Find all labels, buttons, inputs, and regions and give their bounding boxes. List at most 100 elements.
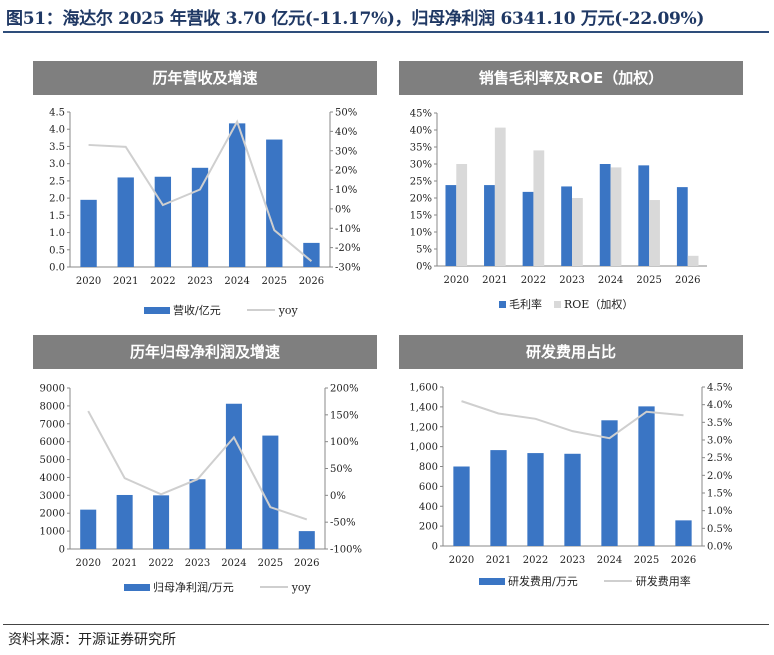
y-tick-label: 45% — [410, 109, 432, 120]
x-tick-label: 2020 — [76, 276, 101, 287]
x-tick-label: 2023 — [185, 558, 210, 569]
y-tick-label: 200 — [419, 522, 438, 533]
y-tick-label: 35% — [410, 143, 432, 154]
y2-tick-label: 30% — [335, 146, 357, 157]
y2-tick-label: 2.0% — [707, 471, 732, 482]
bar — [303, 242, 320, 267]
x-tick-label: 2025 — [636, 275, 661, 286]
x-tick-label: 2022 — [150, 276, 175, 287]
x-tick-label: 2025 — [634, 555, 659, 566]
line-series — [88, 119, 313, 262]
x-tick-label: 2021 — [113, 276, 138, 287]
y-tick-label: 800 — [419, 462, 438, 473]
y-tick-label: 0.0 — [49, 263, 65, 274]
margin-legend: 毛利率 ROE（加权） — [499, 296, 633, 312]
source-rule — [3, 624, 769, 625]
y2-tick-label: -10% — [335, 224, 361, 235]
y2-tick-label: -20% — [335, 243, 361, 254]
x-tick-label: 2024 — [597, 555, 622, 566]
y2-tick-label: -50% — [330, 518, 356, 529]
y-tick-label: 1,200 — [409, 422, 438, 433]
y-tick-label: 15% — [410, 211, 432, 222]
y-tick-label: 4.5 — [49, 108, 65, 119]
net-profit-panel-header: 历年归母净利润及增速 — [33, 335, 377, 369]
legend-swatch-bar — [479, 577, 505, 585]
y2-tick-label: 20% — [335, 166, 357, 177]
bar — [154, 176, 172, 267]
bar — [116, 494, 133, 549]
y2-tick-label: -100% — [330, 545, 362, 556]
y-tick-label: 3000 — [40, 491, 65, 502]
rnd-chart: 0 200 400 600 800 1,000 1,200 1,400 1,600 0.0% 0.5… — [409, 383, 732, 567]
revenue-panel-header: 历年营收及增速 — [33, 61, 377, 95]
y-tick-label: 7000 — [40, 419, 65, 430]
bar — [522, 191, 534, 266]
y-tick-label: 1,600 — [409, 383, 438, 394]
x-tick-label: 2023 — [187, 276, 212, 287]
bar — [456, 164, 468, 266]
bar — [153, 495, 170, 549]
bar — [262, 435, 279, 549]
bar — [649, 200, 660, 266]
legend-label-rnd: 研发费用/万元 — [508, 575, 578, 588]
bar — [687, 255, 699, 266]
legend-swatch-bar — [144, 306, 170, 314]
bar — [527, 453, 544, 546]
figure-title: 图51：海达尔 2025 年营收 3.70 亿元(-11.17%)，归母净利润 … — [6, 9, 705, 29]
legend-label-rnd-rate: 研发费用率 — [635, 575, 691, 588]
y-tick-label: 1.0 — [49, 228, 65, 239]
y-tick-label: 1000 — [40, 527, 65, 538]
y2-tick-label: 0.5% — [707, 524, 732, 535]
y2-tick-label: 3.0% — [707, 436, 732, 447]
x-tick-label: 2026 — [294, 558, 319, 569]
y2-tick-label: -30% — [335, 263, 361, 274]
x-tick-label: 2021 — [112, 558, 137, 569]
y-tick-label: 4.0 — [49, 125, 65, 136]
margin-chart: 0% 5% 10% 15% 20% 25% 30% 35% 40% 45% 2020 2021 2022… — [410, 109, 707, 286]
x-tick-label: 2024 — [224, 276, 249, 287]
y-tick-label: 600 — [419, 482, 438, 493]
bar — [191, 167, 209, 267]
y2-tick-label: 10% — [335, 185, 357, 196]
y2-tick-label: 1.5% — [707, 489, 732, 500]
bar — [610, 167, 622, 266]
y-tick-label: 5000 — [40, 455, 65, 466]
x-tick-label: 2021 — [486, 555, 511, 566]
legend-swatch-roe — [554, 300, 561, 308]
x-tick-label: 2025 — [258, 558, 283, 569]
x-tick-label: 2021 — [482, 275, 507, 286]
y2-tick-label: 4.0% — [707, 400, 732, 411]
line-series — [461, 400, 684, 440]
x-tick-label: 2026 — [671, 555, 696, 566]
bar — [494, 127, 506, 267]
bar — [561, 186, 572, 266]
y-tick-label: 2.0 — [49, 194, 65, 205]
bar — [80, 199, 97, 267]
bar — [490, 450, 507, 546]
y-tick-label: 20% — [410, 194, 432, 205]
y-tick-label: 3.5 — [49, 142, 65, 153]
y-tick-label: 30% — [410, 160, 432, 171]
x-tick-label: 2024 — [221, 558, 246, 569]
x-tick-label: 2022 — [523, 555, 548, 566]
line-series — [87, 410, 308, 521]
legend-swatch-line — [259, 586, 288, 588]
y2-tick-label: 2.5% — [707, 453, 732, 464]
x-tick-label: 2024 — [598, 275, 623, 286]
legend-label-net-profit: 归母净利润/万元 — [153, 581, 234, 594]
y2-tick-label: 50% — [330, 464, 352, 475]
x-tick-label: 2020 — [449, 555, 474, 566]
x-tick-label: 2022 — [148, 558, 173, 569]
legend-swatch-margin — [499, 300, 506, 308]
x-tick-label: 2026 — [299, 276, 324, 287]
bar — [676, 187, 688, 266]
legend-swatch-bar — [124, 583, 150, 591]
y-tick-label: 4000 — [40, 473, 65, 484]
y-tick-label: 25% — [410, 177, 432, 188]
bar — [599, 164, 611, 266]
bar — [266, 139, 283, 267]
rnd-panel-header: 研发费用占比 — [399, 335, 743, 369]
x-tick-label: 2023 — [560, 555, 585, 566]
net-profit-chart: 0 1000 2000 3000 4000 5000 6000 7000 8000 9000 -10… — [40, 384, 362, 570]
y2-tick-label: 0.0% — [707, 542, 732, 553]
